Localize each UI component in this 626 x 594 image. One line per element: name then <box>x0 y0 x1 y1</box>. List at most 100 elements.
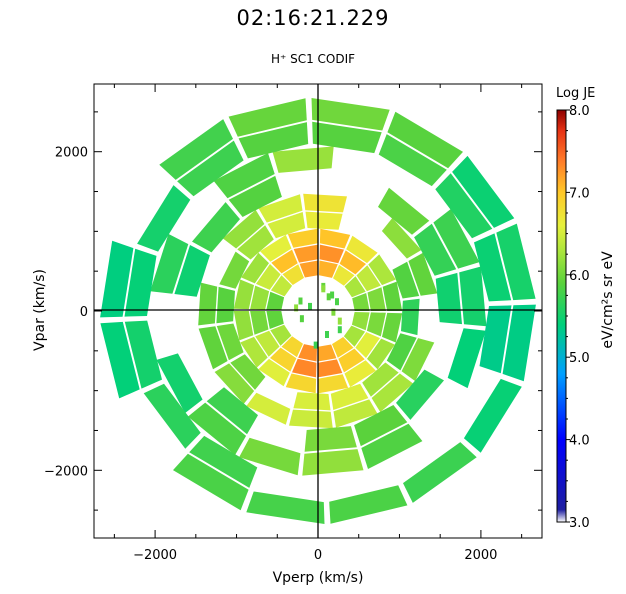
velocity-bin <box>246 392 291 425</box>
velocity-bin <box>474 233 512 302</box>
colorbar-ticks: 8.0 7.0 6.0 5.0 4.0 3.0 <box>566 104 590 531</box>
velocity-bin <box>285 373 317 394</box>
velocity-bin <box>298 344 317 362</box>
velocity-bin <box>371 373 414 413</box>
x-tick-label: 2000 <box>464 548 497 563</box>
velocity-bin <box>354 405 408 447</box>
velocity-bin <box>318 374 349 394</box>
velocity-bin <box>137 185 191 252</box>
velocity-bin <box>331 308 336 316</box>
velocity-bin <box>216 286 235 324</box>
velocity-bin <box>382 281 403 311</box>
velocity-bin <box>356 265 381 292</box>
velocity-bin <box>239 437 301 476</box>
velocity-bin <box>206 387 258 435</box>
velocity-bin <box>282 264 304 285</box>
velocity-bin <box>335 298 339 306</box>
velocity-bin <box>329 485 408 524</box>
velocity-bin <box>479 305 512 374</box>
velocity-bin <box>192 202 240 253</box>
velocity-bin <box>298 297 303 305</box>
velocity-bin <box>216 323 244 361</box>
velocity-bin <box>159 119 233 180</box>
velocity-bin <box>272 146 334 173</box>
velocity-bin <box>100 240 134 318</box>
velocity-bin <box>366 312 386 337</box>
velocity-bin <box>156 353 203 414</box>
colorbar-tick-label: 7.0 <box>569 186 590 201</box>
velocity-bin <box>392 261 420 299</box>
velocity-bin <box>250 285 270 310</box>
velocity-bin <box>187 402 247 456</box>
velocity-bin <box>305 211 343 230</box>
velocity-bin <box>321 285 326 293</box>
velocity-bin <box>189 435 258 488</box>
velocity-bin <box>281 336 303 358</box>
velocity-bin <box>387 111 463 169</box>
velocity-bin <box>312 121 382 154</box>
velocity-bin <box>311 98 390 131</box>
y-tick-label: −2000 <box>44 464 88 479</box>
velocity-bin <box>250 311 269 335</box>
velocity-bin <box>150 233 189 294</box>
velocity-bin <box>177 140 244 197</box>
axis-ticks: −2000 0 2000 2000 0 −2000 <box>44 84 542 563</box>
colorbar-unit-label: eV/cm²s sr eV <box>600 251 616 349</box>
velocity-bin <box>330 383 369 410</box>
velocity-bin <box>233 311 254 341</box>
velocity-bin <box>330 291 335 299</box>
velocity-bin <box>258 194 303 223</box>
velocity-bin <box>396 369 444 420</box>
velocity-bin <box>124 248 157 317</box>
velocity-bin <box>435 272 462 325</box>
velocity-bin <box>433 208 480 269</box>
velocity-bin <box>246 491 325 524</box>
colorbar-tick-label: 3.0 <box>569 516 590 531</box>
velocity-bin <box>401 298 420 336</box>
velocity-bin <box>403 442 477 503</box>
velocity-bin <box>332 337 354 358</box>
velocity-bin <box>401 338 435 382</box>
velocity-bin <box>293 244 318 263</box>
colorbar <box>556 109 567 523</box>
velocity-bin <box>326 293 331 301</box>
velocity-bin <box>386 333 417 371</box>
velocity-bin <box>408 252 438 296</box>
velocity-bin <box>333 264 355 286</box>
velocity-bin <box>219 251 250 289</box>
velocity-bin <box>294 304 299 312</box>
velocity-bin <box>214 363 255 404</box>
velocity-bin <box>292 358 317 378</box>
velocity-bin <box>198 282 218 326</box>
velocity-bin <box>256 264 281 290</box>
velocity-bin <box>143 383 201 449</box>
velocity-bin <box>270 275 293 297</box>
velocity-bin <box>333 399 378 428</box>
x-tick-label: −2000 <box>133 548 177 563</box>
velocity-bin <box>299 315 304 323</box>
velocity-bin <box>313 341 318 349</box>
velocity-bin <box>378 187 430 235</box>
velocity-bin <box>325 331 329 338</box>
velocity-bin <box>318 359 343 378</box>
velocity-bin <box>435 173 493 239</box>
velocity-bin <box>228 175 282 217</box>
velocity-bin <box>339 250 366 275</box>
velocity-bin <box>496 223 536 301</box>
velocity-bin <box>502 304 536 382</box>
velocity-bin <box>267 212 306 239</box>
velocity-bin <box>266 311 284 329</box>
velocity-bin <box>318 344 337 362</box>
velocity-bin <box>337 326 342 334</box>
velocity-bins <box>100 98 536 524</box>
velocity-bin <box>241 252 269 284</box>
velocity-bin <box>271 249 298 274</box>
colorbar-tick-label: 6.0 <box>569 269 590 284</box>
velocity-bin <box>382 312 403 343</box>
velocity-bin <box>233 279 254 310</box>
velocity-bin <box>447 328 486 389</box>
velocity-bin <box>173 453 249 511</box>
velocity-bin <box>174 245 210 297</box>
velocity-bin <box>100 321 140 399</box>
velocity-bin <box>355 332 380 358</box>
